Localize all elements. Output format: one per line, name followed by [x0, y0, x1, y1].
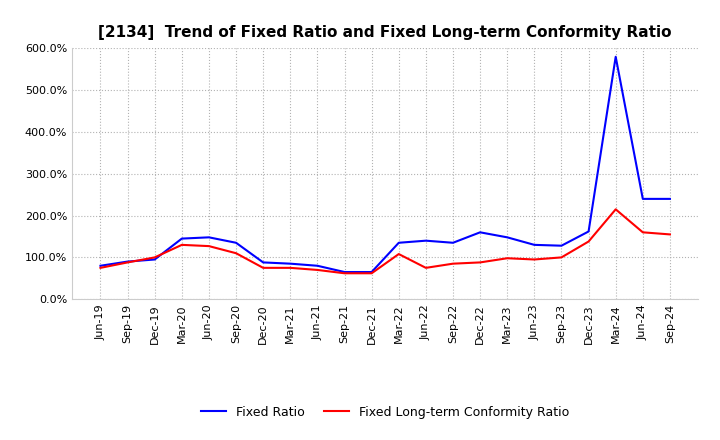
- Fixed Long-term Conformity Ratio: [259, 265, 268, 271]
- Fixed Long-term Conformity Ratio: [178, 242, 186, 247]
- Fixed Ratio: [476, 230, 485, 235]
- Fixed Long-term Conformity Ratio: [639, 230, 647, 235]
- Fixed Long-term Conformity Ratio: [557, 255, 566, 260]
- Fixed Long-term Conformity Ratio: [449, 261, 457, 266]
- Fixed Ratio: [530, 242, 539, 247]
- Fixed Long-term Conformity Ratio: [584, 239, 593, 244]
- Fixed Long-term Conformity Ratio: [665, 232, 674, 237]
- Fixed Ratio: [204, 235, 213, 240]
- Line: Fixed Long-term Conformity Ratio: Fixed Long-term Conformity Ratio: [101, 209, 670, 273]
- Legend: Fixed Ratio, Fixed Long-term Conformity Ratio: Fixed Ratio, Fixed Long-term Conformity …: [197, 401, 574, 424]
- Title: [2134]  Trend of Fixed Ratio and Fixed Long-term Conformity Ratio: [2134] Trend of Fixed Ratio and Fixed Lo…: [99, 25, 672, 40]
- Fixed Long-term Conformity Ratio: [503, 256, 511, 261]
- Fixed Long-term Conformity Ratio: [123, 260, 132, 265]
- Fixed Long-term Conformity Ratio: [286, 265, 294, 271]
- Fixed Ratio: [286, 261, 294, 266]
- Fixed Ratio: [341, 269, 349, 275]
- Fixed Long-term Conformity Ratio: [476, 260, 485, 265]
- Line: Fixed Ratio: Fixed Ratio: [101, 57, 670, 272]
- Fixed Ratio: [503, 235, 511, 240]
- Fixed Long-term Conformity Ratio: [232, 251, 240, 256]
- Fixed Long-term Conformity Ratio: [611, 207, 620, 212]
- Fixed Ratio: [584, 229, 593, 234]
- Fixed Long-term Conformity Ratio: [204, 243, 213, 249]
- Fixed Long-term Conformity Ratio: [96, 265, 105, 271]
- Fixed Ratio: [259, 260, 268, 265]
- Fixed Ratio: [611, 54, 620, 59]
- Fixed Long-term Conformity Ratio: [313, 267, 322, 272]
- Fixed Long-term Conformity Ratio: [150, 255, 159, 260]
- Fixed Ratio: [178, 236, 186, 241]
- Fixed Ratio: [449, 240, 457, 246]
- Fixed Ratio: [395, 240, 403, 246]
- Fixed Ratio: [96, 263, 105, 268]
- Fixed Ratio: [639, 196, 647, 202]
- Fixed Long-term Conformity Ratio: [367, 271, 376, 276]
- Fixed Long-term Conformity Ratio: [421, 265, 430, 271]
- Fixed Ratio: [421, 238, 430, 243]
- Fixed Ratio: [313, 263, 322, 268]
- Fixed Long-term Conformity Ratio: [395, 251, 403, 257]
- Fixed Ratio: [557, 243, 566, 248]
- Fixed Long-term Conformity Ratio: [530, 257, 539, 262]
- Fixed Ratio: [232, 240, 240, 246]
- Fixed Long-term Conformity Ratio: [341, 271, 349, 276]
- Fixed Ratio: [665, 196, 674, 202]
- Fixed Ratio: [367, 269, 376, 275]
- Fixed Ratio: [150, 257, 159, 262]
- Fixed Ratio: [123, 259, 132, 264]
